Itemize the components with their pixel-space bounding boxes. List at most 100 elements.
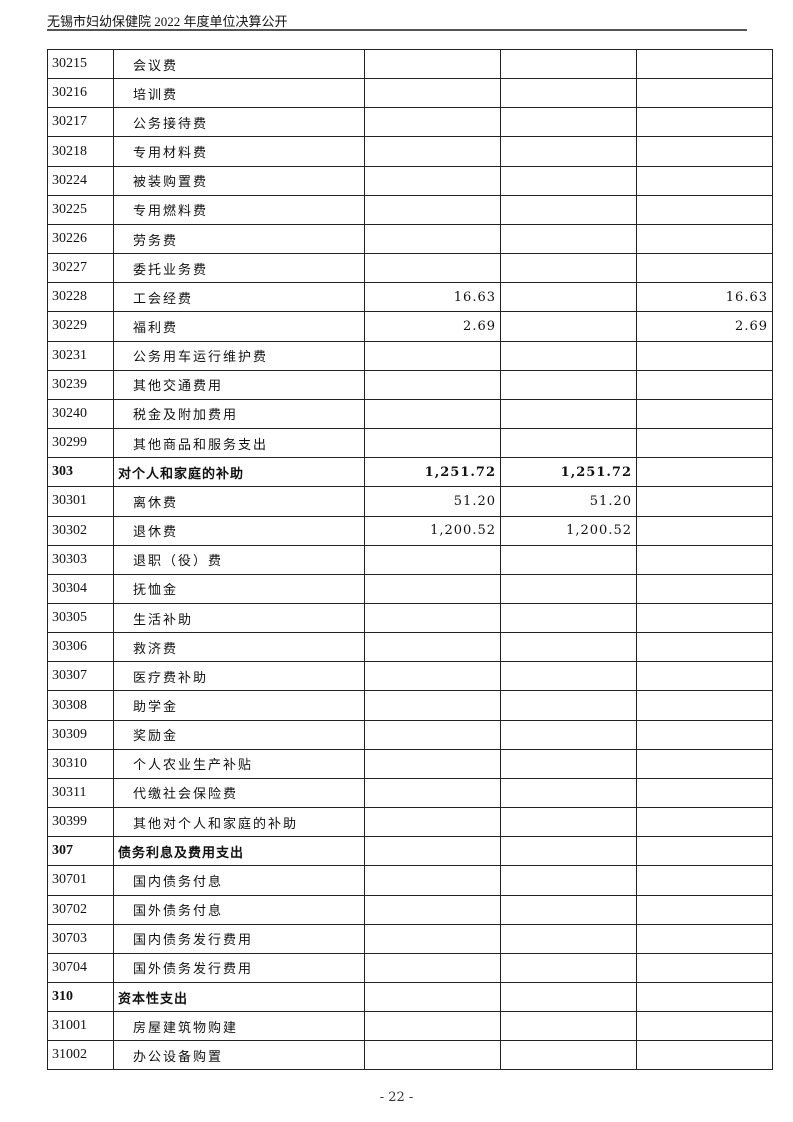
table-row: 30301 离休费 51.20 51.20 — [47, 486, 773, 517]
project-expenditure-cell — [636, 107, 773, 138]
total-cell — [364, 223, 501, 255]
total-cell: 16.63 — [364, 282, 501, 313]
basic-expenditure-cell: 1,200.52 — [500, 515, 637, 546]
account-code-cell: 30399 — [47, 807, 114, 838]
table-row: 30399 其他对个人和家庭的补助 — [47, 807, 773, 838]
account-name-cell: 劳务费 — [113, 223, 365, 255]
total-cell — [364, 1011, 501, 1042]
project-expenditure-cell: 2.69 — [636, 311, 773, 342]
account-code-cell: 310 — [47, 981, 114, 1013]
account-code-cell: 30217 — [47, 107, 114, 138]
account-code-cell: 30701 — [47, 865, 114, 896]
project-expenditure-cell — [636, 602, 773, 634]
table-row: 30226 劳务费 — [47, 223, 773, 255]
project-expenditure-cell — [636, 340, 773, 371]
project-expenditure-cell — [636, 865, 773, 896]
account-code-cell: 30218 — [47, 136, 114, 167]
basic-expenditure-cell — [500, 661, 637, 692]
project-expenditure-cell — [636, 952, 773, 984]
account-code-cell: 30239 — [47, 369, 114, 400]
account-code-cell: 30225 — [47, 194, 114, 225]
project-expenditure-cell — [636, 573, 773, 604]
account-name-cell: 税金及附加费用 — [113, 398, 365, 430]
account-name-cell: 公务用车运行维护费 — [113, 340, 365, 371]
total-cell — [364, 836, 501, 867]
total-cell — [364, 894, 501, 925]
account-code-cell: 30231 — [47, 340, 114, 371]
project-expenditure-cell — [636, 48, 773, 80]
table-row: 31002 办公设备购置 — [47, 1040, 773, 1071]
table-row: 30306 救济费 — [47, 632, 773, 663]
account-code-cell: 30301 — [47, 486, 114, 517]
table-row: 30239 其他交通费用 — [47, 369, 773, 400]
account-code-cell: 30240 — [47, 398, 114, 430]
basic-expenditure-cell — [500, 48, 637, 80]
project-expenditure-cell — [636, 923, 773, 954]
table-row: 30308 助学金 — [47, 690, 773, 721]
basic-expenditure-cell — [500, 253, 637, 284]
total-cell — [364, 573, 501, 604]
total-cell — [364, 1040, 501, 1071]
expenditure-table: 30215 会议费 30216 培训费 30217 公务接待费 30218 专用材料费 3022… — [47, 48, 773, 1071]
basic-expenditure-cell — [500, 223, 637, 255]
total-cell: 2.69 — [364, 311, 501, 342]
total-cell — [364, 136, 501, 167]
basic-expenditure-cell — [500, 78, 637, 109]
account-name-cell: 生活补助 — [113, 602, 365, 634]
basic-expenditure-cell — [500, 369, 637, 400]
total-cell — [364, 48, 501, 80]
total-cell: 1,200.52 — [364, 515, 501, 546]
basic-expenditure-cell — [500, 632, 637, 663]
account-name-cell: 专用燃料费 — [113, 194, 365, 225]
basic-expenditure-cell — [500, 952, 637, 984]
account-code-cell: 30703 — [47, 923, 114, 954]
basic-expenditure-cell — [500, 690, 637, 721]
basic-expenditure-cell — [500, 1011, 637, 1042]
account-code-cell: 30305 — [47, 602, 114, 634]
total-cell — [364, 748, 501, 779]
total-cell — [364, 807, 501, 838]
basic-expenditure-cell — [500, 194, 637, 225]
account-name-cell: 国外债务发行费用 — [113, 952, 365, 984]
account-name-cell: 被装购置费 — [113, 165, 365, 196]
table-row: 30216 培训费 — [47, 78, 773, 109]
project-expenditure-cell — [636, 690, 773, 721]
account-code-cell: 30224 — [47, 165, 114, 196]
project-expenditure-cell — [636, 544, 773, 575]
basic-expenditure-cell — [500, 544, 637, 575]
account-name-cell: 救济费 — [113, 632, 365, 663]
project-expenditure-cell: 16.63 — [636, 282, 773, 313]
project-expenditure-cell — [636, 719, 773, 750]
basic-expenditure-cell — [500, 602, 637, 634]
total-cell — [364, 632, 501, 663]
table-row: 30303 退职（役）费 — [47, 544, 773, 575]
total-cell — [364, 544, 501, 575]
basic-expenditure-cell — [500, 923, 637, 954]
project-expenditure-cell — [636, 894, 773, 925]
table-row: 30228 工会经费 16.63 16.63 — [47, 282, 773, 313]
table-row: 30227 委托业务费 — [47, 253, 773, 284]
account-name-cell: 办公设备购置 — [113, 1040, 365, 1071]
account-code-cell: 30299 — [47, 428, 114, 459]
project-expenditure-cell — [636, 136, 773, 167]
account-name-cell: 工会经费 — [113, 282, 365, 313]
total-cell — [364, 981, 501, 1013]
basic-expenditure-cell — [500, 748, 637, 779]
account-code-cell: 30704 — [47, 952, 114, 984]
account-name-cell: 培训费 — [113, 78, 365, 109]
table-row: 30701 国内债务付息 — [47, 865, 773, 896]
table-row: 30299 其他商品和服务支出 — [47, 428, 773, 459]
basic-expenditure-cell — [500, 165, 637, 196]
account-code-cell: 30310 — [47, 748, 114, 779]
project-expenditure-cell — [636, 253, 773, 284]
total-cell — [364, 602, 501, 634]
total-cell — [364, 78, 501, 109]
project-expenditure-cell — [636, 836, 773, 867]
table-row: 30311 代缴社会保险费 — [47, 777, 773, 809]
project-expenditure-cell — [636, 807, 773, 838]
table-row: 31001 房屋建筑物购建 — [47, 1011, 773, 1042]
project-expenditure-cell — [636, 632, 773, 663]
table-row: 30240 税金及附加费用 — [47, 398, 773, 430]
account-name-cell: 会议费 — [113, 48, 365, 80]
account-code-cell: 30306 — [47, 632, 114, 663]
